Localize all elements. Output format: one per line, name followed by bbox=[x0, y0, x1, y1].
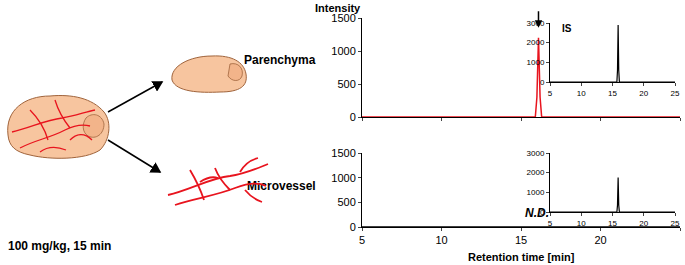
svg-text:3000: 3000 bbox=[527, 149, 545, 158]
svg-text:N.D.: N.D. bbox=[525, 206, 549, 220]
svg-text:5: 5 bbox=[548, 219, 553, 228]
svg-text:1000: 1000 bbox=[527, 188, 545, 197]
svg-text:15: 15 bbox=[608, 89, 617, 98]
svg-text:20: 20 bbox=[594, 234, 606, 246]
svg-text:0: 0 bbox=[540, 78, 545, 87]
svg-text:20: 20 bbox=[639, 89, 648, 98]
svg-text:10: 10 bbox=[435, 234, 447, 246]
svg-text:15: 15 bbox=[515, 234, 527, 246]
svg-text:15: 15 bbox=[608, 219, 617, 228]
svg-text:25: 25 bbox=[671, 89, 680, 98]
svg-text:5: 5 bbox=[548, 89, 553, 98]
svg-text:1000: 1000 bbox=[331, 172, 355, 184]
svg-text:20: 20 bbox=[639, 219, 648, 228]
svg-text:Parenchyma: Parenchyma bbox=[244, 53, 316, 67]
svg-text:Retention time [min]: Retention time [min] bbox=[468, 251, 575, 263]
svg-text:2000: 2000 bbox=[527, 38, 545, 47]
svg-text:500: 500 bbox=[337, 196, 355, 208]
svg-text:0: 0 bbox=[350, 111, 356, 123]
svg-text:100 mg/kg, 15 min: 100 mg/kg, 15 min bbox=[8, 239, 111, 253]
svg-text:1500: 1500 bbox=[331, 12, 355, 24]
svg-text:10: 10 bbox=[577, 219, 586, 228]
svg-text:IS: IS bbox=[562, 23, 572, 34]
svg-text:10: 10 bbox=[577, 89, 586, 98]
svg-text:Microvessel: Microvessel bbox=[247, 179, 316, 193]
svg-text:1500: 1500 bbox=[331, 147, 355, 159]
svg-text:1000: 1000 bbox=[527, 58, 545, 67]
svg-text:1000: 1000 bbox=[331, 45, 355, 57]
svg-text:5: 5 bbox=[359, 234, 365, 246]
svg-text:Intensity: Intensity bbox=[315, 2, 361, 14]
svg-text:500: 500 bbox=[337, 78, 355, 90]
svg-text:2000: 2000 bbox=[527, 168, 545, 177]
svg-text:25: 25 bbox=[671, 219, 680, 228]
svg-text:3000: 3000 bbox=[527, 19, 545, 28]
svg-text:0: 0 bbox=[350, 221, 356, 233]
svg-text:0: 0 bbox=[540, 208, 545, 217]
